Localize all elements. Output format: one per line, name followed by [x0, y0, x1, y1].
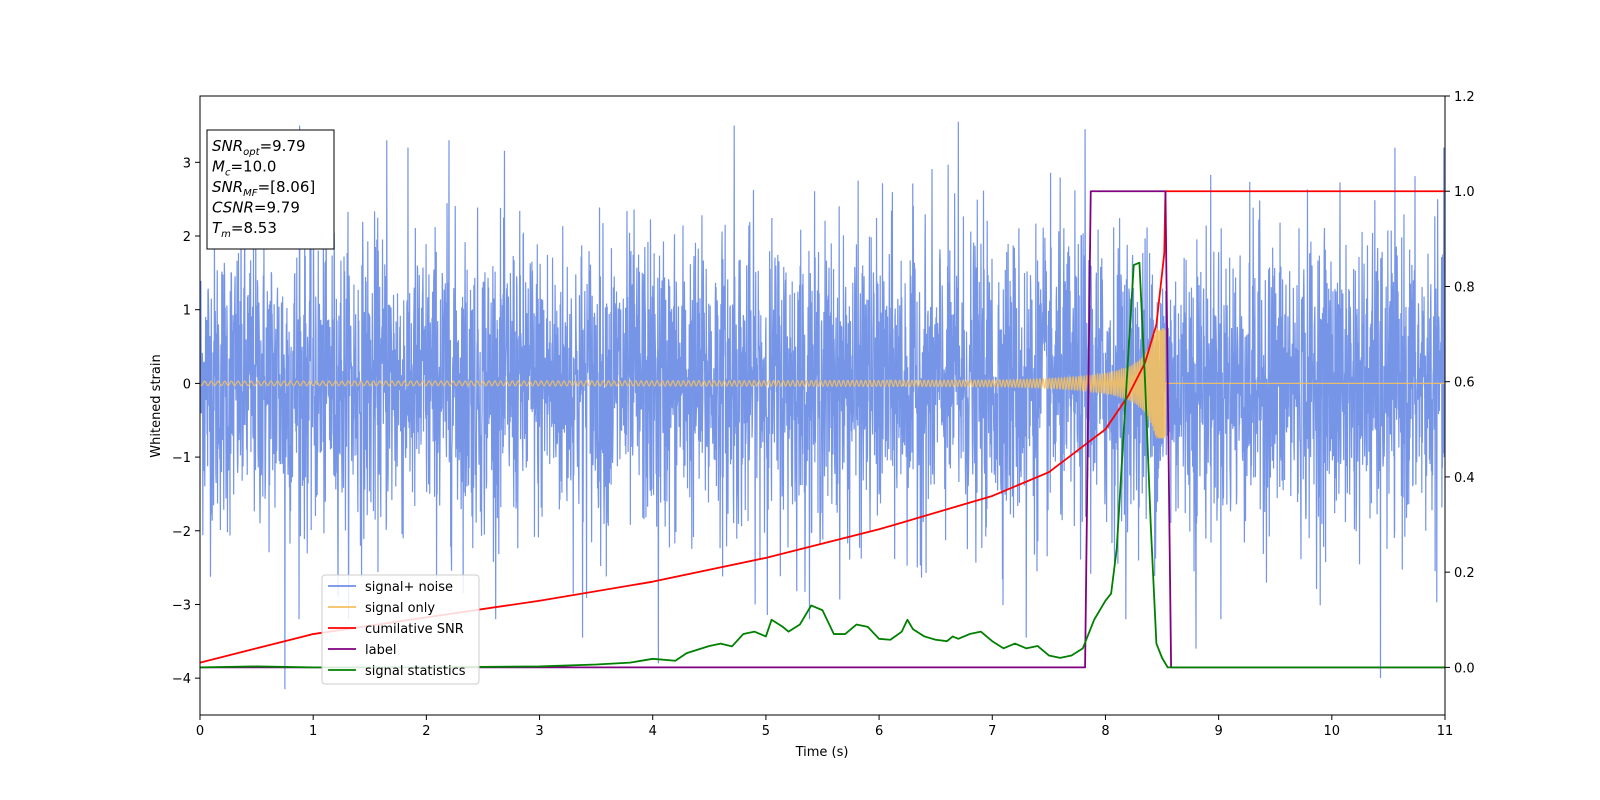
x-tick-label: 8	[1101, 724, 1109, 739]
y-axis-label: Whitened strain	[149, 354, 164, 457]
info-row: SNRopt=9.79	[212, 137, 306, 158]
info-box-frame	[206, 129, 335, 250]
x-tick-label: 1	[309, 724, 317, 739]
x-axis-label: Time (s)	[795, 745, 849, 760]
y2-tick-label: 1.2	[1454, 90, 1475, 105]
y2-tick-label: 0.2	[1454, 566, 1475, 581]
x-tick-label: 10	[1324, 724, 1341, 739]
info-row: Tm=8.53	[212, 219, 277, 240]
series-signal-only	[200, 328, 1445, 439]
legend-label: signal only	[365, 601, 435, 616]
series-layer	[200, 121, 1445, 690]
series-signal-noise	[200, 121, 1445, 690]
y2-tick-label: 0.6	[1454, 376, 1475, 391]
info-row: Mc=10.0	[212, 158, 276, 179]
series-cumilative-snr	[200, 190, 1445, 664]
x-tick-label: 0	[196, 724, 204, 739]
y-tick-label: −2	[172, 525, 191, 540]
legend-label: label	[365, 643, 396, 658]
y-tick-label: 0	[183, 377, 191, 392]
y-tick-label: 3	[183, 156, 191, 171]
x-tick-label: 4	[649, 724, 657, 739]
plot-frame	[199, 95, 1446, 716]
x-tick-label: 7	[988, 724, 996, 739]
legend-label: cumilative SNR	[365, 622, 464, 637]
x-tick-label: 6	[875, 724, 883, 739]
x-tick-label: 5	[762, 724, 770, 739]
legend-label: signal+ noise	[365, 580, 453, 595]
y2-tick-label: 1.0	[1454, 185, 1475, 200]
y-tick-label: −4	[172, 672, 191, 687]
y-tick-label: −3	[172, 598, 191, 613]
x-tick-label: 3	[535, 724, 543, 739]
x-tick-label: 11	[1437, 724, 1454, 739]
y2-tick-label: 0.8	[1454, 280, 1475, 295]
y-tick-label: −1	[172, 451, 191, 466]
x-tick-label: 9	[1214, 724, 1222, 739]
legend-frame	[321, 574, 480, 685]
info-row: SNRMF=[8.06]	[212, 178, 315, 199]
axes-layer: 0 1 2 3 4 5 6 7 8 9 10 11 −4 −3 −2 −1 0 1 2 3 0.0 0.2 0.4 0.6 0.…	[172, 90, 1475, 739]
info-row: CSNR=9.79	[212, 199, 300, 217]
y2-tick-label: 0.0	[1454, 661, 1475, 676]
x-tick-label: 2	[422, 724, 430, 739]
legend: signal+ noise signal only cumilative SNR la…	[321, 574, 480, 685]
series-signal-statistics	[200, 261, 1445, 669]
y2-tick-label: 0.4	[1454, 471, 1475, 486]
y-tick-label: 1	[183, 304, 191, 319]
legend-label: signal statistics	[365, 664, 466, 679]
y-tick-label: 2	[183, 230, 191, 245]
